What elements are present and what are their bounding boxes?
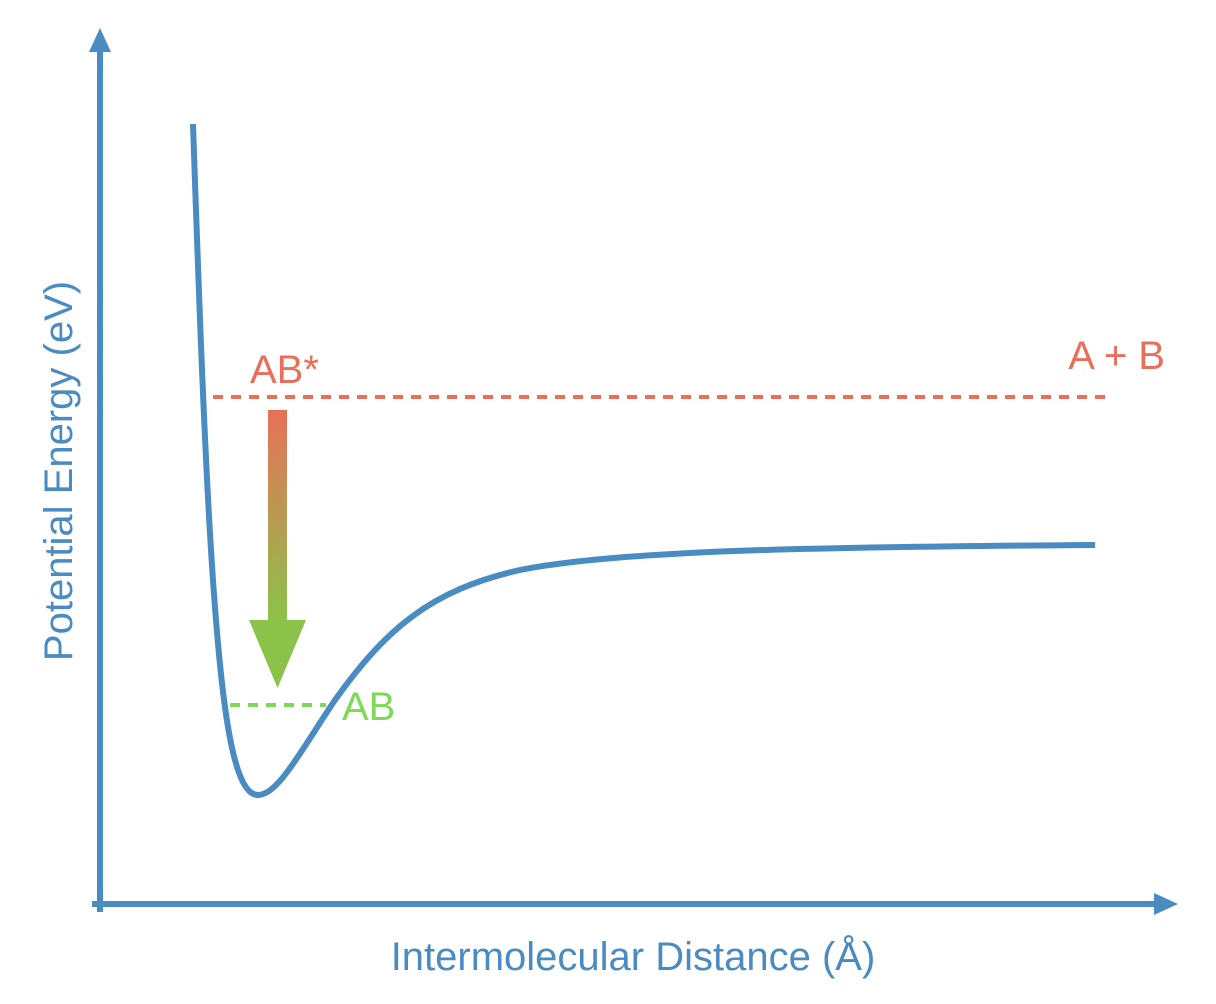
- transition-arrow-head: [249, 620, 306, 688]
- y-axis-label: Potential Energy (eV): [37, 281, 81, 661]
- x-axis-arrowhead: [1154, 893, 1178, 915]
- x-axis-label: Intermolecular Distance (Å): [391, 934, 876, 979]
- dissociation-label: A + B: [1068, 334, 1165, 378]
- ground-level-label: AB: [342, 685, 395, 729]
- transition-arrow-shaft: [268, 410, 287, 622]
- excited-level-label: AB*: [250, 348, 319, 392]
- potential-energy-curve: [190, 123, 1096, 798]
- y-axis-arrowhead: [89, 28, 111, 52]
